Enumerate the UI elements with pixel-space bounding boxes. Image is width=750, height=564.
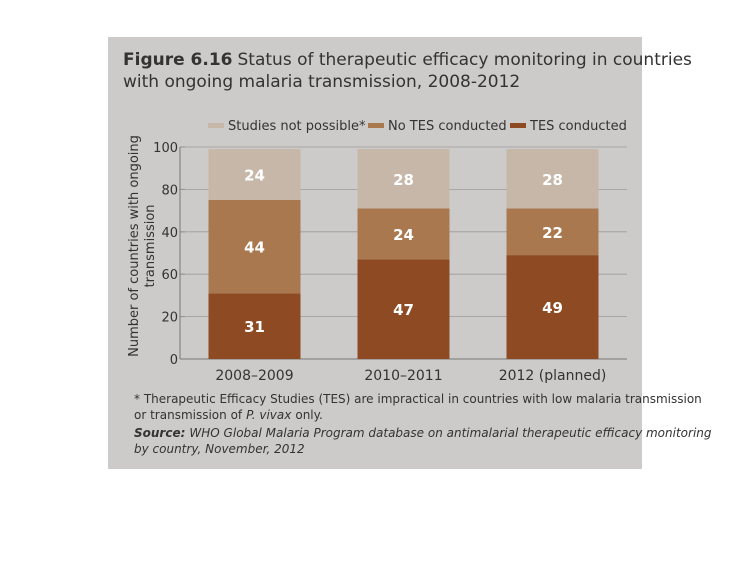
value-label: 31: [244, 318, 265, 336]
legend-swatch: [208, 123, 224, 128]
title-line: with ongoing malaria transmission, 2008-…: [123, 72, 520, 92]
y-tick-label: 0: [170, 353, 178, 368]
footnote: * Therapeutic Efficacy Studies (TES) are…: [134, 392, 702, 422]
footnote-line: or transmission of: [134, 408, 243, 422]
y-tick-label: 40: [161, 226, 178, 241]
bar-segment: [357, 208, 450, 260]
bar-segment: [208, 293, 301, 359]
y-tick-label: 80: [161, 183, 178, 198]
value-label: 22: [542, 224, 563, 242]
bar-segment: [506, 149, 599, 209]
source-label: Source:: [134, 426, 185, 440]
value-label: 28: [393, 171, 414, 189]
source-line: by country, November, 2012: [134, 442, 305, 456]
value-label: 44: [244, 239, 265, 257]
y-tick-label: 100: [153, 141, 178, 156]
legend-swatch: [510, 123, 526, 128]
title-label: Figure 6.16: [123, 50, 233, 70]
bar-segment: [357, 259, 450, 359]
x-tick-label: 2012 (planned): [499, 368, 607, 384]
y-label-line: transmission: [143, 204, 158, 287]
value-label: 28: [542, 171, 563, 189]
title-line: Status of therapeutic efficacy monitorin…: [238, 50, 693, 70]
x-tick-label: 2010–2011: [364, 368, 442, 384]
bar-segment: [357, 149, 450, 209]
value-label: 24: [244, 167, 265, 185]
bar-segment: [208, 149, 301, 200]
value-label: 47: [393, 301, 414, 319]
footnote-line: only.: [295, 408, 323, 422]
legend-label: TES conducted: [529, 119, 627, 134]
legend-swatch: [368, 123, 384, 128]
bar-segment: [506, 208, 599, 256]
footnote-species: P. vivax: [246, 408, 292, 422]
x-tick-label: 2008–2009: [215, 368, 293, 384]
legend-label: Studies not possible*: [228, 119, 366, 134]
chart-title: Figure 6.16 Status of therapeutic efficac…: [123, 50, 692, 92]
bar-segment: [208, 200, 301, 294]
y-tick-label: 60: [161, 268, 178, 283]
y-tick-label: 20: [161, 311, 178, 326]
value-label: 24: [393, 226, 414, 244]
value-label: 49: [542, 299, 563, 317]
source: Source: WHO Global Malaria Program databa…: [134, 426, 712, 456]
y-axis-label: Number of countries with ongoingtransmis…: [127, 135, 158, 357]
bar-segment: [506, 255, 599, 359]
footnote-line: * Therapeutic Efficacy Studies (TES) are…: [134, 392, 702, 406]
legend-label: No TES conducted: [388, 119, 507, 134]
source-line: WHO Global Malaria Program database on a…: [189, 426, 711, 440]
y-label-line: Number of countries with ongoing: [127, 135, 142, 357]
